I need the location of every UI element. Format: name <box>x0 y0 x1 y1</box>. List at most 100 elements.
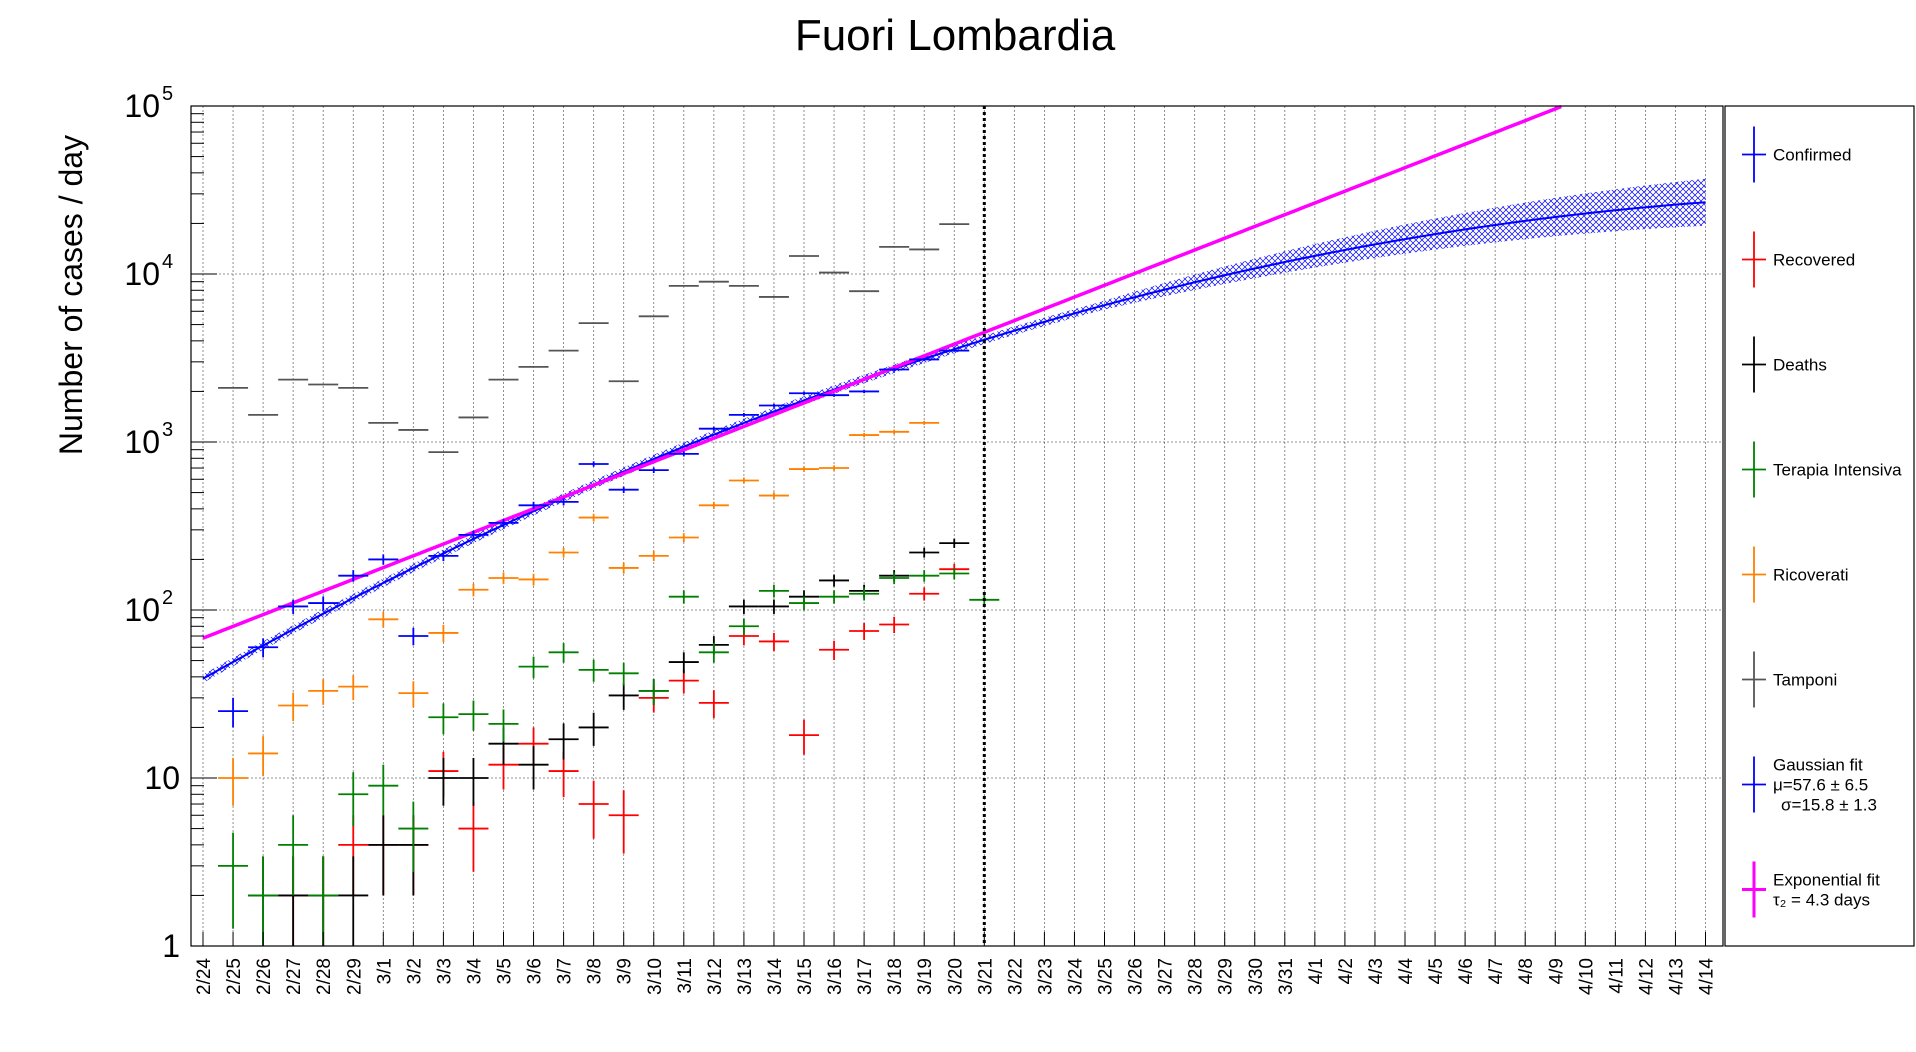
x-tick-label: 2/26 <box>254 958 275 995</box>
data-point <box>698 643 729 663</box>
x-tick-label: 2/29 <box>344 958 365 995</box>
data-point <box>608 486 639 493</box>
data-point <box>308 856 339 946</box>
data-point <box>218 832 249 929</box>
data-point <box>398 801 429 872</box>
legend-label: Terapia Intensiva <box>1773 461 1902 480</box>
fit-band-layer <box>203 178 1706 683</box>
legend-item: Terapia Intensiva <box>1742 441 1902 498</box>
legend-label: Confirmed <box>1773 146 1851 165</box>
data-points-layer <box>218 223 1000 946</box>
data-point <box>578 461 609 467</box>
data-point <box>368 554 399 565</box>
data-point <box>758 632 789 652</box>
data-point <box>758 492 789 499</box>
legend-item: Ricoverati <box>1742 546 1849 603</box>
x-tick-label: 3/19 <box>915 958 936 995</box>
data-point <box>518 746 549 790</box>
legend-item: Confirmed <box>1742 126 1851 183</box>
chart-title: Fuori Lombardia <box>795 11 1116 60</box>
data-point <box>819 393 850 397</box>
x-tick-label: 4/1 <box>1306 958 1327 984</box>
data-point <box>909 358 940 361</box>
legend-param: σ=15.8 ± 1.3 <box>1781 796 1877 815</box>
series-confirmed <box>218 349 970 728</box>
data-point <box>368 815 399 896</box>
data-point <box>548 723 579 760</box>
data-point <box>758 403 789 408</box>
data-point <box>308 596 339 611</box>
data-point <box>758 584 789 598</box>
data-point <box>338 856 369 946</box>
x-tick-label: 3/7 <box>555 958 576 984</box>
legend-item: Recovered <box>1742 231 1855 288</box>
series-tamponi <box>218 223 970 454</box>
data-point <box>819 465 850 471</box>
x-tick-label: 3/26 <box>1126 958 1147 995</box>
series-terapia-intensiva <box>218 567 1000 946</box>
data-point <box>758 599 789 614</box>
data-point <box>789 391 819 395</box>
legend-label: Ricoverati <box>1773 566 1849 585</box>
data-point <box>458 757 489 806</box>
gaussian-fit-band <box>203 178 1706 683</box>
series-ricoverati <box>218 420 940 806</box>
data-point <box>488 518 519 528</box>
data-point <box>398 681 429 708</box>
x-tick-label: 3/21 <box>975 958 996 995</box>
legend-label: Exponential fit <box>1773 871 1880 890</box>
y-tick-label: 1 <box>162 928 180 964</box>
plot-frame <box>190 105 1724 947</box>
x-tick-label: 3/12 <box>705 958 726 995</box>
x-tick-label: 3/6 <box>525 958 546 984</box>
data-point <box>218 697 249 728</box>
data-point <box>939 538 970 548</box>
data-point <box>458 801 489 872</box>
data-point <box>879 572 910 585</box>
x-tick-label: 3/14 <box>765 958 786 995</box>
x-tick-label: 4/6 <box>1456 958 1477 984</box>
data-point <box>668 590 699 604</box>
x-tick-label: 4/11 <box>1606 958 1627 994</box>
data-point <box>428 757 459 806</box>
data-point <box>668 451 699 457</box>
x-tick-label: 4/14 <box>1697 958 1718 995</box>
x-tick-label: 4/4 <box>1396 958 1417 985</box>
fit-lines-layer <box>202 104 1706 680</box>
x-tick-label: 3/27 <box>1156 958 1177 995</box>
data-point <box>578 659 609 682</box>
x-tick-label: 3/13 <box>735 958 756 995</box>
data-point <box>338 772 369 827</box>
y-tick-label: 10 <box>124 256 160 292</box>
x-tick-label: 3/10 <box>645 958 666 995</box>
x-tick-label: 3/1 <box>374 958 395 984</box>
data-point <box>458 530 489 540</box>
data-point <box>308 679 339 705</box>
data-point <box>939 349 970 352</box>
data-point <box>879 429 910 434</box>
legend-param: μ=57.6 ± 6.5 <box>1773 776 1868 795</box>
data-point <box>278 692 309 722</box>
x-tick-label: 2/25 <box>224 958 245 995</box>
data-point <box>849 389 880 394</box>
data-point <box>278 815 309 896</box>
x-tick-label: 3/22 <box>1005 958 1026 995</box>
legend-item: Tamponi <box>1742 651 1837 708</box>
data-point <box>728 618 759 635</box>
y-tick-label: 10 <box>124 88 160 124</box>
data-point <box>879 616 910 634</box>
x-tick-label: 3/15 <box>795 958 816 995</box>
x-tick-label: 4/9 <box>1546 958 1567 984</box>
x-tick-label: 3/11 <box>675 958 696 994</box>
data-point <box>909 587 940 601</box>
data-point <box>488 572 519 585</box>
data-point <box>638 467 669 473</box>
data-point <box>548 643 579 663</box>
legend: Confirmed Recovered Deaths Terapia Intensiv… <box>1724 105 1915 947</box>
data-point <box>608 790 639 854</box>
data-point <box>488 709 519 742</box>
